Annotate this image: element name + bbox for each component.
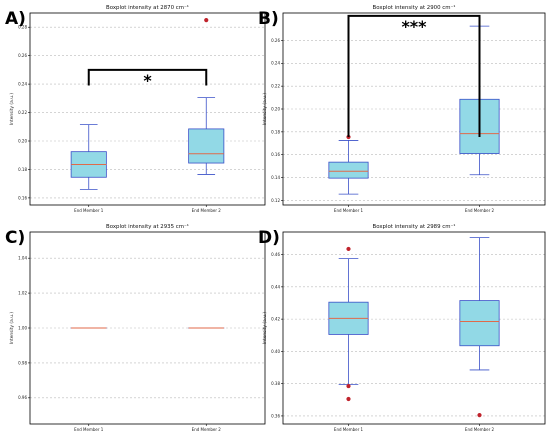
y-tick-label: 0.20	[18, 138, 27, 143]
significance-bracket	[347, 14, 481, 137]
x-tick-label: End Member 1	[74, 427, 104, 432]
panel-2: B) Boxplot intensity at 2900 cm⁻¹ Intensit…	[258, 4, 546, 213]
y-tick-label: 0.20	[271, 106, 280, 111]
plot-title: Boxplot intensity at 2900 cm⁻¹	[373, 4, 456, 11]
y-tick-label: 1.00	[18, 325, 27, 330]
x-tick-label: End Member 1	[334, 427, 364, 432]
outlier-point	[346, 396, 351, 402]
significance-label: ***	[401, 17, 427, 36]
y-tick-label: 0.22	[18, 110, 27, 115]
panel-label: B)	[258, 9, 279, 29]
plot-frame	[282, 231, 546, 425]
y-tick-label: 1.02	[18, 290, 27, 295]
x-tick-label: End Member 1	[74, 208, 104, 213]
y-tick-label: 0.42	[271, 317, 280, 322]
y-tick-label: 0.40	[271, 349, 280, 354]
panel-label: C)	[5, 228, 25, 248]
outlier-point	[346, 246, 351, 252]
y-tick-label: 0.18	[271, 129, 280, 134]
plot-title: Boxplot intensity at 2989 cm⁻¹	[373, 223, 456, 230]
y-tick-label: 0.26	[271, 38, 280, 43]
x-tick-label: End Member 1	[334, 208, 364, 213]
outlier-point	[346, 383, 351, 389]
box-1	[70, 124, 107, 190]
y-tick-label: 0.98	[18, 360, 27, 365]
y-tick-label: 0.24	[271, 61, 280, 66]
y-tick-label: 0.12	[271, 198, 280, 203]
panel-label: A)	[5, 9, 26, 29]
x-tick-label: End Member 2	[465, 427, 495, 432]
plot-frame	[29, 231, 266, 425]
y-tick-label: 0.22	[271, 84, 280, 89]
x-tick-label: End Member 2	[465, 208, 495, 213]
panel-3: C) Boxplot intensity at 2935 cm⁻¹ Intensit…	[5, 223, 266, 432]
y-tick-label: 0.16	[271, 152, 280, 157]
panel-label: D)	[258, 228, 280, 248]
panel-1: A) Boxplot intensity at 2870 cm⁻¹ Intensit…	[5, 4, 266, 213]
y-tick-label: 1.04	[18, 256, 27, 261]
iqr-box	[328, 161, 369, 179]
box-1	[328, 246, 369, 402]
y-tick-label: 0.16	[18, 195, 27, 200]
outlier-point	[477, 413, 482, 418]
y-tick-label: 0.46	[271, 252, 280, 257]
y-tick-label: 0.14	[271, 175, 280, 180]
y-tick-label: 0.38	[271, 381, 280, 386]
significance-bracket	[87, 68, 208, 86]
box-2	[188, 18, 225, 175]
box-2	[459, 237, 500, 418]
plot-frame	[29, 12, 266, 206]
y-tick-label: 0.28	[18, 25, 27, 30]
y-axis-label: Intensity (a.u.)	[262, 93, 268, 125]
y-axis-label: Intensity (a.u.)	[262, 312, 268, 344]
outlier-point	[204, 18, 209, 23]
box-1	[328, 134, 369, 195]
x-tick-label: End Member 2	[192, 208, 222, 213]
plot-title: Boxplot intensity at 2935 cm⁻¹	[106, 223, 189, 230]
iqr-box	[459, 300, 500, 347]
y-axis-label: Intensity (a.u.)	[9, 93, 15, 125]
iqr-box	[188, 128, 225, 164]
y-tick-label: 0.44	[271, 284, 280, 289]
significance-label: *	[143, 71, 152, 90]
y-tick-label: 0.24	[18, 82, 27, 87]
panel-4: D) Boxplot intensity at 2989 cm⁻¹ Intensit…	[258, 223, 546, 432]
plot-title: Boxplot intensity at 2870 cm⁻¹	[106, 4, 189, 11]
x-tick-label: End Member 2	[192, 427, 222, 432]
y-tick-label: 0.26	[18, 53, 27, 58]
y-tick-label: 0.36	[271, 413, 280, 418]
y-tick-label: 0.96	[18, 395, 27, 400]
y-tick-label: 0.18	[18, 167, 27, 172]
y-axis-label: Intensity (a.u.)	[9, 312, 15, 344]
plot-frame	[282, 12, 546, 206]
